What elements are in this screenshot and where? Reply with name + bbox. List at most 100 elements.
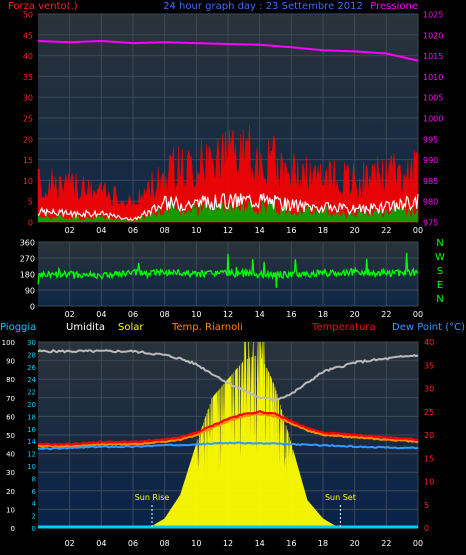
y-tick-label: 985	[423, 177, 438, 186]
y-tick-label: 90	[6, 358, 15, 366]
x-tick-label: 02	[65, 539, 75, 548]
y-tick-label: 100	[2, 339, 15, 347]
y-tick-label: 90	[25, 287, 35, 296]
y-tick-label: 14	[27, 438, 36, 446]
y-tick-label: 1005	[423, 94, 443, 103]
x-tick-label: 08	[160, 226, 170, 235]
x-tick-label: 16	[286, 539, 296, 548]
y-tick-label: 995	[423, 135, 438, 144]
x-tick-label: 02	[65, 226, 75, 235]
y-tick-label: 1020	[423, 31, 443, 40]
temperature-x-axis-ticks: 02 04 06 08 10 12 14 16 18 20 22 00	[65, 539, 424, 548]
wind-pressure-chart: Forza vento(.) 24 hour graph day : 23 Se…	[8, 1, 443, 235]
y-tick-label: 975	[423, 219, 438, 228]
legend-item: Dew Point (°C)	[392, 322, 465, 333]
x-tick-label: 00	[413, 539, 423, 548]
sunset-label: Sun Set	[325, 493, 356, 502]
x-tick-label: 00	[413, 310, 423, 319]
x-tick-label: 04	[96, 310, 106, 319]
x-tick-label: 08	[160, 539, 170, 548]
series-gust	[37, 124, 419, 223]
x-tick-label: 18	[318, 539, 328, 548]
x-tick-label: 08	[160, 310, 170, 319]
y-tick-label: 0	[32, 525, 36, 533]
wind-y-axis-ticks: 0 5 10 15 20 25 30 35 40 45 50	[23, 11, 33, 228]
x-tick-label: 04	[96, 539, 106, 548]
x-tick-label: 04	[96, 226, 106, 235]
y-tick-label: 180	[20, 271, 35, 280]
x-tick-label: 00	[413, 226, 423, 235]
x-tick-label: 12	[223, 310, 233, 319]
y-tick-label: 1015	[423, 52, 443, 61]
y-tick-label: 980	[423, 198, 438, 207]
x-tick-label: 22	[381, 226, 391, 235]
x-tick-label: 14	[255, 226, 265, 235]
legend-item: Solar	[118, 322, 144, 333]
y-tick-label: 18	[27, 413, 36, 421]
y-tick-label: 8	[32, 475, 36, 483]
y-tick-label: 40	[23, 52, 33, 61]
y-tick-label: 270	[20, 255, 35, 264]
direction-series	[37, 252, 419, 288]
y-tick-label: 0	[30, 303, 35, 312]
y-tick-label: 12	[27, 451, 36, 459]
wind-series	[37, 39, 419, 223]
y-tick-label: 15	[23, 156, 33, 165]
sun-annotations: Sun Rise Sun Set	[135, 493, 356, 528]
x-tick-label: 14	[255, 310, 265, 319]
y-tick-label: 40	[6, 451, 15, 459]
y-tick-label: 45	[23, 31, 33, 40]
direction-x-axis-ticks: 02 04 06 08 10 12 14 16 18 20 22 00	[65, 310, 424, 319]
x-tick-label: 14	[255, 539, 265, 548]
temperature-y-axis-ticks: 0 5 10 15 20 25 30 35 40	[424, 338, 434, 533]
compass-label: N	[436, 238, 443, 249]
humidity-y-axis-ticks: 0 10 20 30 40 50 60 70 80 90 100	[2, 339, 15, 533]
y-tick-label: 5	[28, 198, 33, 207]
legend-item: Pioggia	[0, 322, 36, 333]
series-dew-point	[37, 441, 419, 451]
y-tick-label: 5	[424, 501, 429, 510]
y-tick-label: 60	[6, 413, 15, 421]
compass-label: S	[437, 266, 443, 277]
y-tick-label: 80	[6, 376, 15, 384]
y-tick-label: 1025	[423, 11, 443, 20]
series-pressione	[37, 39, 419, 62]
legend-item: Umidita	[66, 322, 105, 333]
y-tick-label: 20	[27, 401, 36, 409]
y-tick-label: 35	[23, 73, 33, 82]
temperature-series	[37, 341, 419, 529]
series-temperatura	[37, 410, 419, 446]
y-tick-label: 0	[424, 524, 429, 533]
y-tick-label: 2	[32, 513, 36, 521]
y-tick-label: 4	[32, 500, 37, 508]
y-tick-label: 40	[424, 338, 434, 347]
x-tick-label: 22	[381, 539, 391, 548]
x-tick-label: 16	[286, 226, 296, 235]
y-tick-label: 24	[27, 376, 36, 384]
sunrise-label: Sun Rise	[135, 493, 170, 502]
x-tick-label: 16	[286, 310, 296, 319]
x-tick-label: 10	[191, 310, 201, 319]
series-direzione	[37, 252, 419, 288]
y-tick-label: 22	[27, 389, 36, 397]
y-tick-label: 70	[6, 395, 15, 403]
temperature-legend: Pioggia Umidita Solar Temp. Riarnoli Tempera…	[0, 322, 465, 333]
x-tick-label: 02	[65, 310, 75, 319]
x-tick-label: 20	[350, 539, 360, 548]
x-tick-label: 18	[318, 310, 328, 319]
compass-label: E	[437, 280, 443, 291]
x-tick-label: 20	[350, 310, 360, 319]
y-tick-label: 10	[27, 463, 36, 471]
y-tick-label: 990	[423, 156, 438, 165]
y-tick-label: 6	[32, 488, 37, 496]
y-tick-label: 20	[23, 135, 33, 144]
y-tick-label: 15	[424, 454, 434, 463]
direction-y-axis-ticks: 0 90 180 270 360	[20, 239, 35, 312]
x-tick-label: 10	[191, 539, 201, 548]
x-tick-label: 06	[128, 226, 138, 235]
x-tick-label: 12	[223, 226, 233, 235]
